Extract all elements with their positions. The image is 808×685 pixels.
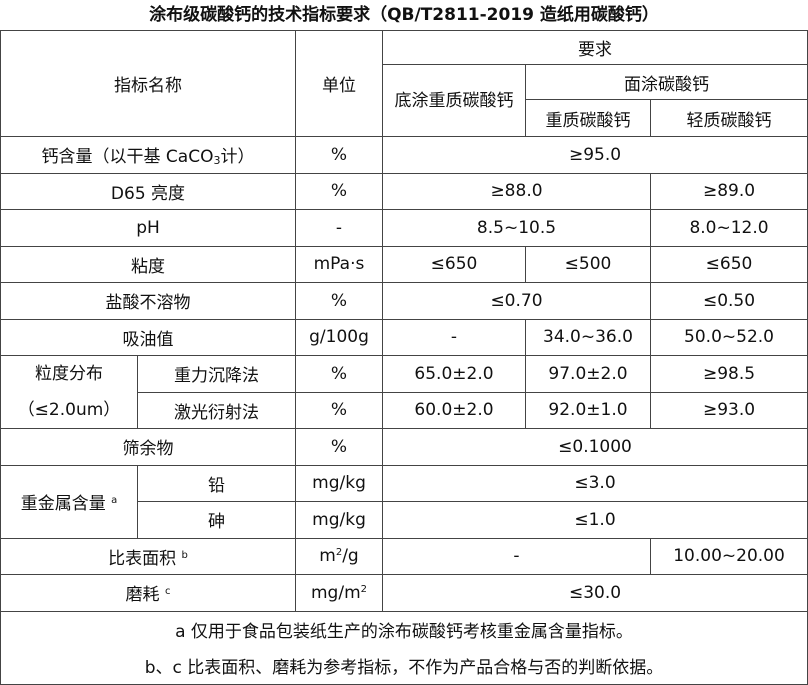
row-value: ≥93.0 (649, 391, 808, 429)
row-unit: % (295, 428, 383, 466)
footnote-a: a 仅用于食品包装纸生产的涂布碳酸钙考核重金属含量指标。 (0, 610, 808, 648)
row-value: ≤0.70 (382, 282, 651, 320)
table-row: 比表面积 b m2/g - 10.00~20.00 (0, 537, 808, 575)
row-unit: % (295, 136, 383, 174)
table-row: 粒度分布 （≤2.0um） 重力沉降法 % 65.0±2.0 97.0±2.0 ≥… (0, 355, 808, 429)
row-value: ≤650 (382, 245, 526, 283)
row-name: 重金属含量 a (0, 464, 138, 539)
row-value: ≤650 (649, 245, 808, 283)
row-subname: 激光衍射法 (137, 391, 296, 429)
footnote-bc: b、c 比表面积、磨耗为参考指标，不作为产品合格与否的判断依据。 (0, 647, 808, 685)
row-subname: 重力沉降法 (137, 355, 296, 393)
row-value: ≤500 (525, 245, 651, 283)
footnote-row: a 仅用于食品包装纸生产的涂布碳酸钙考核重金属含量指标。 (0, 610, 808, 648)
row-value: ≥89.0 (649, 172, 808, 210)
row-value: 8.0~12.0 (649, 209, 808, 247)
header-top-heavy: 重质碳酸钙 (525, 99, 651, 137)
header-unit: 单位 (295, 30, 383, 137)
row-value: ≤30.0 (381, 574, 808, 612)
row-unit: % (295, 172, 383, 210)
row-unit: mg/kg (295, 464, 383, 502)
row-value: ≤0.1000 (381, 428, 808, 466)
header-top-light: 轻质碳酸钙 (649, 99, 808, 137)
table-row: pH - 8.5~10.5 8.0~12.0 (0, 209, 808, 247)
header-base-coat: 底涂重质碳酸钙 (382, 64, 526, 137)
row-unit: - (295, 209, 383, 247)
row-unit: mPa·s (295, 245, 383, 283)
row-unit: % (295, 355, 383, 393)
row-value: 10.00~20.00 (649, 537, 808, 575)
row-value: 50.0~52.0 (649, 318, 808, 356)
row-name: 钙含量（以干基 CaCO3计） (0, 136, 296, 174)
table-row: 重金属含量 a 铅 mg/kg ≤3.0 (0, 464, 808, 539)
table-row: 磨耗 c mg/m2 ≤30.0 (0, 574, 808, 612)
row-unit: g/100g (295, 318, 383, 356)
table-row: D65 亮度 % ≥88.0 ≥89.0 (0, 172, 808, 210)
table-row: 盐酸不溶物 % ≤0.70 ≤0.50 (0, 282, 808, 320)
row-name: D65 亮度 (0, 172, 296, 210)
row-unit: % (295, 282, 383, 320)
row-value: ≤1.0 (381, 501, 808, 539)
row-unit: m2/g (295, 537, 383, 575)
header-requirement: 要求 (381, 30, 808, 65)
table-row: 激光衍射法 % 60.0±2.0 92.0±1.0 ≥93.0 (1, 391, 808, 429)
row-name: 比表面积 b (0, 537, 296, 575)
spec-table: 指标名称 单位 要求 底涂重质碳酸钙 面涂碳酸钙 重质碳酸钙 轻质碳酸钙 钙含量… (0, 30, 808, 685)
table-row: 筛余物 % ≤0.1000 (0, 428, 808, 466)
row-name: 粒度分布 （≤2.0um） (0, 355, 138, 429)
row-name: 粘度 (0, 245, 296, 283)
row-name: 筛余物 (0, 428, 296, 466)
table-row: 吸油值 g/100g - 34.0~36.0 50.0~52.0 (0, 318, 808, 356)
row-value: ≤0.50 (649, 282, 808, 320)
row-value: ≤3.0 (381, 464, 808, 502)
table-title: 涂布级碳酸钙的技术指标要求（QB/T2811-2019 造纸用碳酸钙） (149, 5, 659, 25)
header-top-coat: 面涂碳酸钙 (524, 64, 808, 100)
row-unit: % (295, 391, 383, 429)
row-unit: mg/m2 (295, 574, 383, 612)
row-unit: mg/kg (295, 501, 383, 539)
row-name: pH (0, 209, 296, 247)
row-name: 磨耗 c (0, 574, 296, 612)
row-value: ≥95.0 (381, 136, 808, 174)
header-name: 指标名称 (0, 30, 296, 137)
footnote-row: b、c 比表面积、磨耗为参考指标，不作为产品合格与否的判断依据。 (0, 647, 808, 685)
row-value: 34.0~36.0 (525, 318, 651, 356)
row-value: 65.0±2.0 (382, 355, 526, 393)
row-value: 60.0±2.0 (382, 391, 526, 429)
row-value: 8.5~10.5 (382, 209, 651, 247)
table-row: 粘度 mPa·s ≤650 ≤500 ≤650 (0, 245, 808, 283)
row-value: - (382, 537, 651, 575)
row-name: 盐酸不溶物 (0, 282, 296, 320)
row-value: ≥88.0 (382, 172, 651, 210)
row-name: 吸油值 (0, 318, 296, 356)
table-row: 砷 mg/kg ≤1.0 (1, 501, 808, 539)
row-value: 92.0±1.0 (525, 391, 651, 429)
row-value: ≥98.5 (649, 355, 808, 393)
row-subname: 铅 (137, 464, 296, 502)
row-subname: 砷 (137, 501, 296, 539)
row-value: - (382, 318, 526, 356)
row-value: 97.0±2.0 (525, 355, 651, 393)
table-row: 钙含量（以干基 CaCO3计） % ≥95.0 (0, 136, 808, 174)
